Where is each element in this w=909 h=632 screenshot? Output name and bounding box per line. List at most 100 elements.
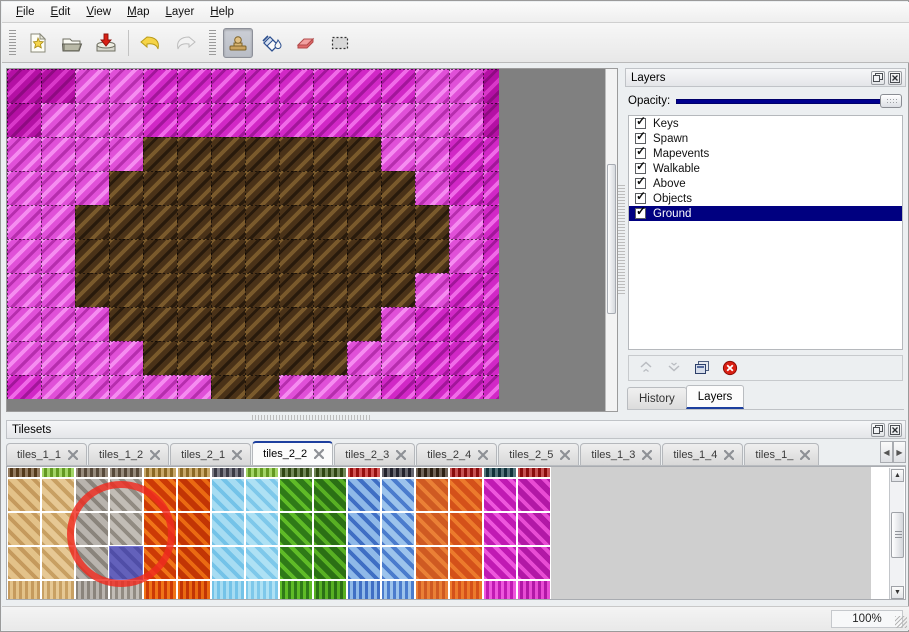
map-tile[interactable]: [177, 341, 211, 375]
map-tile[interactable]: [143, 103, 177, 137]
map-tile[interactable]: [415, 375, 449, 399]
map-tile[interactable]: [381, 341, 415, 375]
opacity-slider-track[interactable]: [676, 99, 902, 104]
palette-tile[interactable]: [143, 467, 177, 478]
dock-tab-history[interactable]: History: [627, 387, 687, 409]
tileset-tab-close-icon[interactable]: [232, 449, 243, 460]
map-tile[interactable]: [109, 307, 143, 341]
map-tile[interactable]: [211, 171, 245, 205]
map-tile[interactable]: [41, 205, 75, 239]
tileset-tab[interactable]: tiles_1_2: [88, 443, 170, 465]
tileset-tab[interactable]: tiles_2_4: [416, 443, 498, 465]
map-tile[interactable]: [143, 239, 177, 273]
layer-visibility-checkbox[interactable]: [635, 145, 646, 159]
map-tile[interactable]: [279, 273, 313, 307]
palette-vertical-scrollbar[interactable]: ▲ ▼: [889, 468, 904, 599]
map-tile[interactable]: [143, 137, 177, 171]
dock-tab-layers[interactable]: Layers: [685, 385, 745, 409]
map-tile[interactable]: [245, 239, 279, 273]
map-tile[interactable]: [177, 307, 211, 341]
palette-tile[interactable]: [41, 467, 75, 478]
map-tile[interactable]: [347, 273, 381, 307]
map-tile[interactable]: [109, 239, 143, 273]
layer-visibility-checkbox[interactable]: [635, 130, 646, 144]
map-tile[interactable]: [143, 307, 177, 341]
map-canvas-area[interactable]: [6, 68, 618, 412]
map-tile[interactable]: [41, 307, 75, 341]
map-tile[interactable]: [245, 171, 279, 205]
map-tile[interactable]: [75, 137, 109, 171]
map-tile[interactable]: [449, 273, 483, 307]
map-tile[interactable]: [7, 239, 41, 273]
map-tile[interactable]: [75, 341, 109, 375]
map-tile[interactable]: [313, 341, 347, 375]
map-tile[interactable]: [245, 307, 279, 341]
palette-tile[interactable]: [177, 478, 211, 512]
tileset-tab-close-icon[interactable]: [478, 449, 489, 460]
palette-tile[interactable]: [449, 546, 483, 580]
palette-tile[interactable]: [381, 580, 415, 599]
map-tile[interactable]: [75, 273, 109, 307]
map-tile[interactable]: [483, 375, 499, 399]
palette-tile[interactable]: [41, 580, 75, 599]
open-map-button[interactable]: [57, 28, 87, 58]
map-tile[interactable]: [7, 137, 41, 171]
map-tile[interactable]: [109, 103, 143, 137]
tileset-tab[interactable]: tiles_1_3: [580, 443, 662, 465]
map-tile[interactable]: [313, 103, 347, 137]
palette-tile[interactable]: [211, 546, 245, 580]
palette-tile[interactable]: [517, 546, 551, 580]
tools-grip[interactable]: [208, 29, 217, 56]
map-tile[interactable]: [41, 375, 75, 399]
map-tile[interactable]: [245, 273, 279, 307]
map-tile[interactable]: [415, 239, 449, 273]
palette-tile[interactable]: [279, 512, 313, 546]
palette-tile[interactable]: [415, 478, 449, 512]
map-tile[interactable]: [347, 307, 381, 341]
palette-tile[interactable]: [347, 478, 381, 512]
palette-tile[interactable]: [41, 546, 75, 580]
map-tile[interactable]: [7, 69, 41, 103]
map-tile[interactable]: [347, 341, 381, 375]
map-tile[interactable]: [177, 137, 211, 171]
layer-visibility-checkbox[interactable]: [635, 160, 646, 174]
palette-tile[interactable]: [313, 512, 347, 546]
eraser-tool[interactable]: [291, 28, 321, 58]
layer-row[interactable]: Spawn: [629, 130, 902, 146]
palette-scroll-down-button[interactable]: ▼: [891, 586, 904, 599]
map-tile[interactable]: [347, 103, 381, 137]
map-tile[interactable]: [347, 239, 381, 273]
map-tile[interactable]: [143, 273, 177, 307]
map-tile[interactable]: [7, 341, 41, 375]
map-tile[interactable]: [449, 341, 483, 375]
palette-tile[interactable]: [415, 467, 449, 478]
layer-row[interactable]: Above: [629, 175, 902, 191]
map-tile[interactable]: [177, 171, 211, 205]
palette-tile[interactable]: [177, 512, 211, 546]
delete-layer-button[interactable]: [721, 359, 739, 377]
map-tile[interactable]: [279, 239, 313, 273]
palette-tile[interactable]: [177, 467, 211, 478]
palette-tile[interactable]: [483, 467, 517, 478]
palette-tile[interactable]: [143, 546, 177, 580]
map-tile[interactable]: [381, 375, 415, 399]
tileset-tab-close-icon[interactable]: [642, 449, 653, 460]
palette-tile[interactable]: [143, 512, 177, 546]
map-tile[interactable]: [211, 239, 245, 273]
tileset-tab[interactable]: tiles_1_: [744, 443, 820, 465]
palette-tile[interactable]: [381, 512, 415, 546]
map-tile[interactable]: [415, 69, 449, 103]
palette-tile[interactable]: [381, 467, 415, 478]
map-tile[interactable]: [41, 69, 75, 103]
zoom-level-field[interactable]: 100%: [831, 609, 903, 628]
map-tile[interactable]: [483, 341, 499, 375]
map-tile[interactable]: [347, 375, 381, 399]
map-tile[interactable]: [75, 205, 109, 239]
bucket-fill-tool[interactable]: [257, 28, 287, 58]
tile-palette-grid[interactable]: [7, 467, 871, 599]
palette-tile[interactable]: [7, 580, 41, 599]
map-tile[interactable]: [245, 137, 279, 171]
map-tile[interactable]: [75, 307, 109, 341]
map-tile[interactable]: [449, 375, 483, 399]
map-tile[interactable]: [313, 137, 347, 171]
